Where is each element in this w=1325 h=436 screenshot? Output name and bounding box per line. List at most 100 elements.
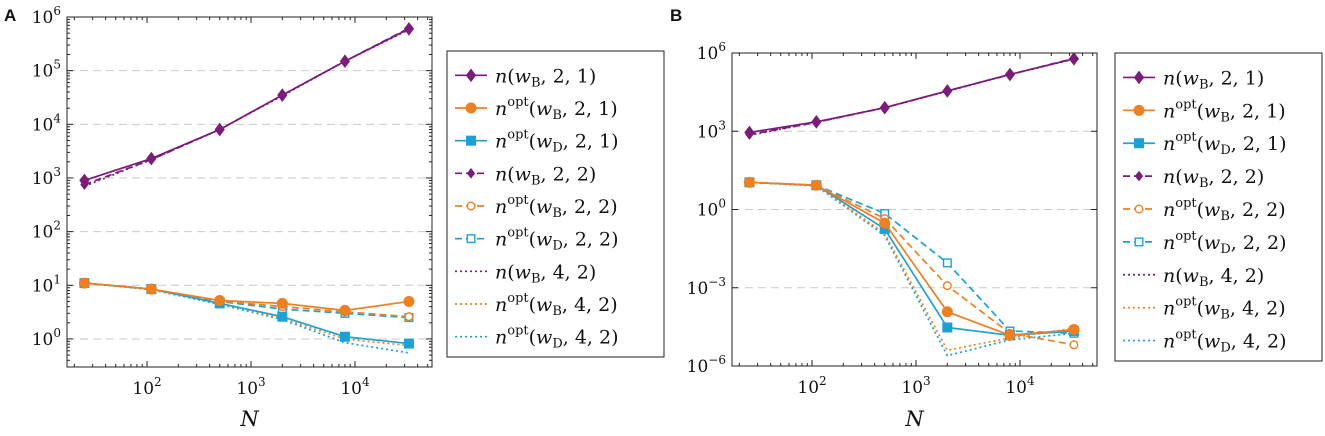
- legend-open: (: [529, 196, 536, 218]
- data-point-s1: [744, 125, 755, 140]
- legend-fn: n: [1163, 133, 1175, 155]
- data-point-s1: [277, 88, 288, 102]
- legend-args: , 2, 1): [541, 65, 597, 87]
- legend-fn: n: [495, 229, 507, 251]
- legend-label: n(wB, 2, 1): [1163, 67, 1264, 92]
- legend-marker: [1134, 138, 1144, 149]
- y-tick-label: 102: [32, 219, 61, 243]
- legend-item-s1: n(wB, 2, 1): [1123, 67, 1264, 92]
- data-point-s2: [743, 176, 755, 188]
- x-tick-label-base: 10: [132, 379, 154, 399]
- legend-fn: n: [1163, 100, 1175, 122]
- series-line-s9: [84, 282, 410, 354]
- legend-w: w: [1204, 232, 1220, 254]
- legend-marker: [1134, 237, 1144, 247]
- legend-open: (: [507, 163, 514, 185]
- y-tick-label-exp: −6: [708, 353, 726, 367]
- legend-label: nopt(wB, 2, 2): [495, 193, 618, 221]
- legend-args: , 2, 1): [1209, 67, 1265, 89]
- data-point-s1: [79, 173, 90, 188]
- legend-open: (: [1197, 298, 1204, 320]
- x-tick-label-exp: 2: [819, 374, 827, 388]
- legend-wsub: B: [531, 75, 541, 90]
- data-point-s2: [1004, 329, 1016, 341]
- legend-args: , 4, 2): [1231, 331, 1287, 353]
- legend-w: w: [536, 98, 552, 120]
- legend-args: , 4, 2): [563, 327, 619, 349]
- legend-open: (: [1197, 100, 1204, 122]
- legend-fn: n: [495, 327, 507, 349]
- legend-fn: n: [495, 131, 507, 153]
- legend-label: n(wB, 2, 2): [1163, 166, 1264, 191]
- legend-wsub: B: [1220, 110, 1230, 125]
- y-tick-label-base: 10: [687, 279, 709, 299]
- legend-fn: n: [1163, 166, 1175, 188]
- legend-wsub: B: [552, 206, 562, 221]
- y-tick-label: 106: [697, 40, 726, 64]
- x-tick-label: 102: [797, 374, 826, 398]
- legend: n(wB, 2, 1)nopt(wB, 2, 1)nopt(wD, 2, 1)n…: [1114, 52, 1323, 362]
- x-tick-label: 103: [236, 375, 265, 399]
- data-point-s1: [146, 151, 157, 166]
- legend-marker: [1134, 170, 1144, 182]
- legend-item-s7: n(wB, 4, 2): [1123, 265, 1264, 290]
- legend-open: (: [529, 98, 536, 120]
- y-tick-label-exp: 1: [53, 272, 61, 286]
- legend-open: (: [529, 294, 536, 316]
- legend-args: , 2, 1): [1230, 100, 1286, 122]
- data-point-s2: [403, 295, 415, 307]
- legend-label: nopt(wD, 2, 2): [495, 226, 619, 254]
- x-tick-label-base: 10: [236, 379, 258, 399]
- legend-marker: [466, 201, 476, 211]
- legend-args: , 2, 2): [1231, 232, 1287, 254]
- legend-w: w: [515, 261, 531, 283]
- legend-w: w: [515, 65, 531, 87]
- y-tick-label: 103: [697, 118, 726, 142]
- legend-wsub: D: [1220, 242, 1230, 257]
- legend-fn: n: [495, 261, 507, 283]
- legend-sup: opt: [1175, 328, 1197, 343]
- data-point-s2: [214, 295, 226, 307]
- x-tick-label: 104: [340, 375, 370, 399]
- y-tick-label-base: 10: [32, 169, 54, 189]
- y-tick-label: 103: [32, 165, 61, 189]
- legend-label: nopt(wB, 2, 1): [1163, 97, 1286, 125]
- legend-sup: opt: [507, 324, 529, 339]
- legend-item-s3: nopt(wD, 2, 1): [1123, 130, 1287, 158]
- legend-item-s7: n(wB, 4, 2): [455, 261, 596, 286]
- x-tick-label-exp: 2: [154, 375, 162, 389]
- legend-w: w: [536, 196, 552, 218]
- x-tick-label: 104: [1005, 374, 1035, 398]
- legend-item-s8: nopt(wB, 4, 2): [1123, 295, 1286, 323]
- legend-sup: opt: [507, 95, 529, 110]
- legend-fn: n: [495, 294, 507, 316]
- legend-sup: opt: [1175, 196, 1197, 211]
- legend-marker: [465, 68, 477, 83]
- series-line-s6: [749, 181, 1074, 335]
- data-point-s1: [1004, 67, 1016, 82]
- legend-args: , 2, 1): [563, 131, 619, 153]
- legend-label: nopt(wB, 2, 1): [495, 95, 618, 123]
- legend-args: , 2, 2): [541, 163, 597, 185]
- series-group: [78, 22, 415, 354]
- legend-w: w: [1183, 166, 1199, 188]
- legend-open: (: [529, 131, 536, 153]
- legend-fn: n: [1163, 298, 1175, 320]
- data-point-s3: [942, 322, 953, 333]
- x-axis-title: N: [239, 407, 259, 431]
- legend-fn: n: [1163, 67, 1175, 89]
- x-tick-label: 102: [132, 375, 161, 399]
- legend-label: nopt(wD, 2, 1): [1163, 130, 1287, 158]
- panel-letter: A: [4, 6, 16, 25]
- legend-wsub: D: [552, 141, 562, 156]
- legend-args: , 2, 2): [1230, 199, 1286, 221]
- y-tick-label-exp: 4: [53, 111, 61, 125]
- data-point-s2: [145, 283, 157, 295]
- legend-w: w: [1204, 100, 1220, 122]
- y-tick-label-base: 10: [32, 276, 54, 296]
- series-line-s8: [749, 181, 1075, 352]
- legend-w: w: [515, 163, 531, 185]
- legend-fn: n: [495, 196, 507, 218]
- legend-label: nopt(wB, 4, 2): [495, 291, 618, 319]
